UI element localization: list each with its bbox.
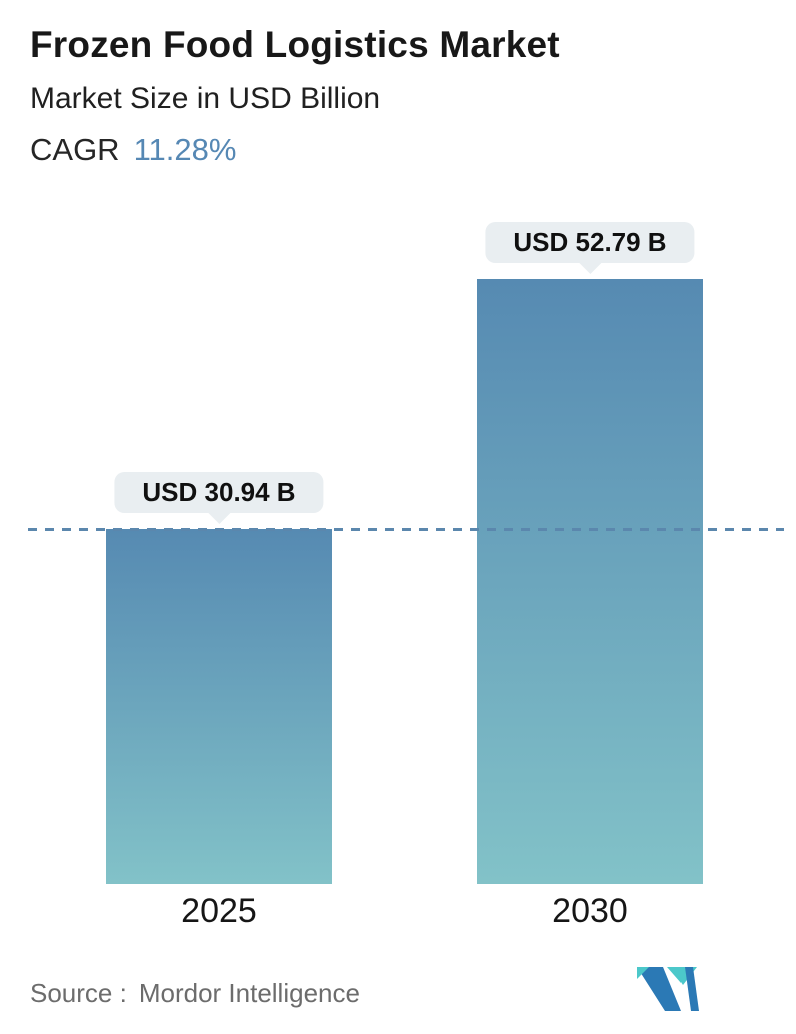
- x-axis-label-2030: 2030: [552, 892, 628, 930]
- page-subtitle: Market Size in USD Billion: [30, 82, 381, 115]
- source-row: Source : Mordor Intelligence: [30, 978, 360, 1009]
- value-tooltip-2030: USD 52.79 B: [485, 222, 695, 263]
- value-tooltip-2025-text: USD 30.94 B: [142, 477, 296, 507]
- cagr-row: CAGR 11.28%: [30, 132, 236, 168]
- source-name: Mordor Intelligence: [138, 978, 360, 1008]
- x-axis-label-2025: 2025: [181, 892, 257, 930]
- cagr-value: 11.28%: [133, 132, 237, 167]
- mordor-intelligence-logo: [637, 967, 699, 1011]
- reference-dashed-line: [28, 528, 784, 531]
- page-title: Frozen Food Logistics Market: [30, 24, 560, 65]
- value-tooltip-2025: USD 30.94 B: [114, 472, 324, 513]
- logo-blue-left-leg: [637, 967, 681, 1011]
- logo-teal-corner: [637, 967, 649, 979]
- cagr-label: CAGR: [30, 132, 120, 167]
- bar-2030: [477, 279, 703, 884]
- value-tooltip-2030-text: USD 52.79 B: [513, 227, 667, 257]
- bar-2025: [106, 529, 332, 884]
- logo-blue-right-leg: [685, 967, 699, 1011]
- source-label: Source :: [30, 978, 127, 1008]
